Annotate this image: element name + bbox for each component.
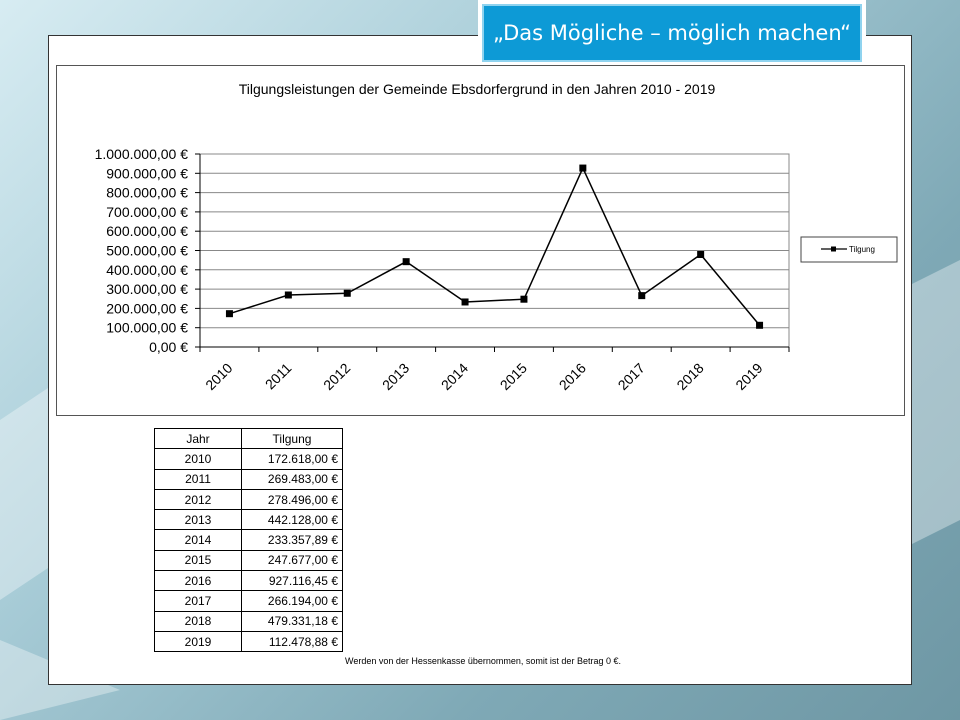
data-point xyxy=(461,298,469,306)
cell-tilgung: 278.496,00 € xyxy=(241,488,343,511)
cell-jahr: 2018 xyxy=(154,610,242,632)
gridlines xyxy=(199,153,790,348)
line-chart: Tilgungsleistungen der Gemeinde Ebsdorfe… xyxy=(56,65,905,416)
slogan-text: „Das Mögliche – möglich machen“ xyxy=(482,4,862,62)
table-header-row: Jahr Tilgung xyxy=(154,427,343,450)
data-point xyxy=(284,291,292,299)
table-row: 2015 247.677,00 € xyxy=(154,549,343,572)
cell-jahr: 2015 xyxy=(154,549,242,572)
x-tick-label: 2010 xyxy=(202,360,235,393)
table-row: 2010 172.618,00 € xyxy=(154,448,343,470)
data-point xyxy=(402,258,410,266)
cell-tilgung: 233.357,89 € xyxy=(241,529,343,551)
table-row: 2011 269.483,00 € xyxy=(154,468,343,490)
y-tick-label: 600.000,00 € xyxy=(106,223,188,239)
data-point xyxy=(638,292,646,300)
tilgung-table: Jahr Tilgung 2010 172.618,00 €2011 269.483… xyxy=(154,427,343,653)
x-tick-label: 2013 xyxy=(379,360,412,393)
y-tick-label: 900.000,00 € xyxy=(106,165,188,181)
table-row: 2016 927.116,45 € xyxy=(154,570,343,592)
table-row: 2018 479.331,18 € xyxy=(154,610,343,632)
x-tick-label: 2017 xyxy=(615,360,648,393)
y-tick-label: 700.000,00 € xyxy=(106,204,188,220)
header-tilgung: Tilgung xyxy=(241,427,343,450)
data-point xyxy=(697,250,705,258)
data-point xyxy=(520,295,528,303)
legend: Tilgung xyxy=(800,236,898,263)
cell-tilgung: 442.128,00 € xyxy=(241,509,343,531)
cell-tilgung: 927.116,45 € xyxy=(241,570,343,592)
header-jahr: Jahr xyxy=(154,427,242,450)
data-point xyxy=(225,310,233,318)
table-row: 2019 112.478,88 € xyxy=(154,630,343,653)
x-tick-label: 2015 xyxy=(497,360,530,393)
chart-title: Tilgungsleistungen der Gemeinde Ebsdorfe… xyxy=(239,81,716,97)
y-tick-label: 800.000,00 € xyxy=(106,185,188,201)
cell-jahr: 2012 xyxy=(154,488,242,511)
legend-marker xyxy=(831,246,836,252)
y-tick-label: 0,00 € xyxy=(149,339,188,355)
y-tick-label: 200.000,00 € xyxy=(106,300,188,316)
cell-jahr: 2013 xyxy=(154,509,242,531)
series-line xyxy=(229,166,761,326)
legend-label: Tilgung xyxy=(849,245,875,254)
table-row: 2013 442.128,00 € xyxy=(154,509,343,531)
slogan-banner: „Das Mögliche – möglich machen“ xyxy=(478,0,866,66)
legend-box xyxy=(800,236,898,263)
cell-jahr: 2017 xyxy=(154,590,242,612)
y-tick-label: 100.000,00 € xyxy=(106,320,188,336)
cell-tilgung: 266.194,00 € xyxy=(241,590,343,612)
y-tick-label: 300.000,00 € xyxy=(106,281,188,297)
table-row: 2012 278.496,00 € xyxy=(154,488,343,511)
y-tick-label: 500.000,00 € xyxy=(106,243,188,259)
chart-canvas: Tilgungsleistungen der Gemeinde Ebsdorfe… xyxy=(95,81,898,393)
cell-tilgung: 269.483,00 € xyxy=(241,468,343,490)
x-tick-label: 2011 xyxy=(262,360,295,393)
y-tick-label: 400.000,00 € xyxy=(106,262,188,278)
x-tick-label: 2018 xyxy=(673,360,706,393)
table-row: 2014 233.357,89 € xyxy=(154,529,343,551)
cell-tilgung: 247.677,00 € xyxy=(241,549,343,572)
x-tick-label: 2012 xyxy=(320,360,353,393)
data-point xyxy=(343,289,351,297)
data-point xyxy=(579,164,587,172)
cell-jahr: 2014 xyxy=(154,529,242,551)
y-tick-label: 1.000.000,00 € xyxy=(95,146,189,162)
cell-tilgung: 172.618,00 € xyxy=(241,448,343,470)
cell-jahr: 2016 xyxy=(154,570,242,592)
series-tilgung xyxy=(225,164,764,329)
cell-tilgung: 112.478,88 € xyxy=(241,630,343,653)
cell-jahr: 2010 xyxy=(154,448,242,470)
x-tick-label: 2016 xyxy=(556,360,589,393)
cell-jahr: 2019 xyxy=(154,630,242,653)
x-tick-label: 2019 xyxy=(732,360,765,393)
table-row: 2017 266.194,00 € xyxy=(154,590,343,612)
data-point xyxy=(756,321,764,329)
x-tick-label: 2014 xyxy=(438,360,471,393)
cell-jahr: 2011 xyxy=(154,468,242,490)
cell-tilgung: 479.331,18 € xyxy=(241,610,343,632)
footnote: Werden von der Hessenkasse übernommen, s… xyxy=(345,656,621,666)
